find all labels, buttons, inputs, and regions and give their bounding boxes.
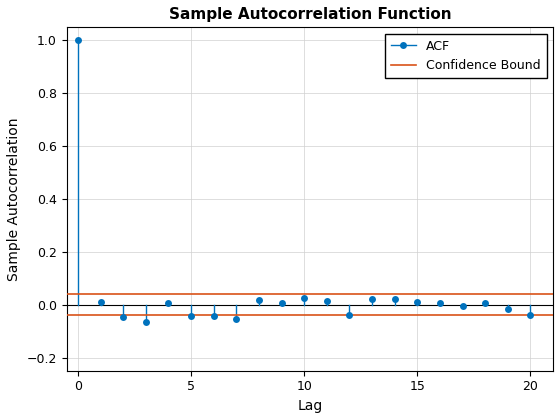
X-axis label: Lag: Lag: [297, 399, 323, 413]
Title: Sample Autocorrelation Function: Sample Autocorrelation Function: [169, 7, 451, 22]
Y-axis label: Sample Autocorrelation: Sample Autocorrelation: [7, 117, 21, 281]
Legend: ACF, Confidence Bound: ACF, Confidence Bound: [385, 34, 547, 78]
